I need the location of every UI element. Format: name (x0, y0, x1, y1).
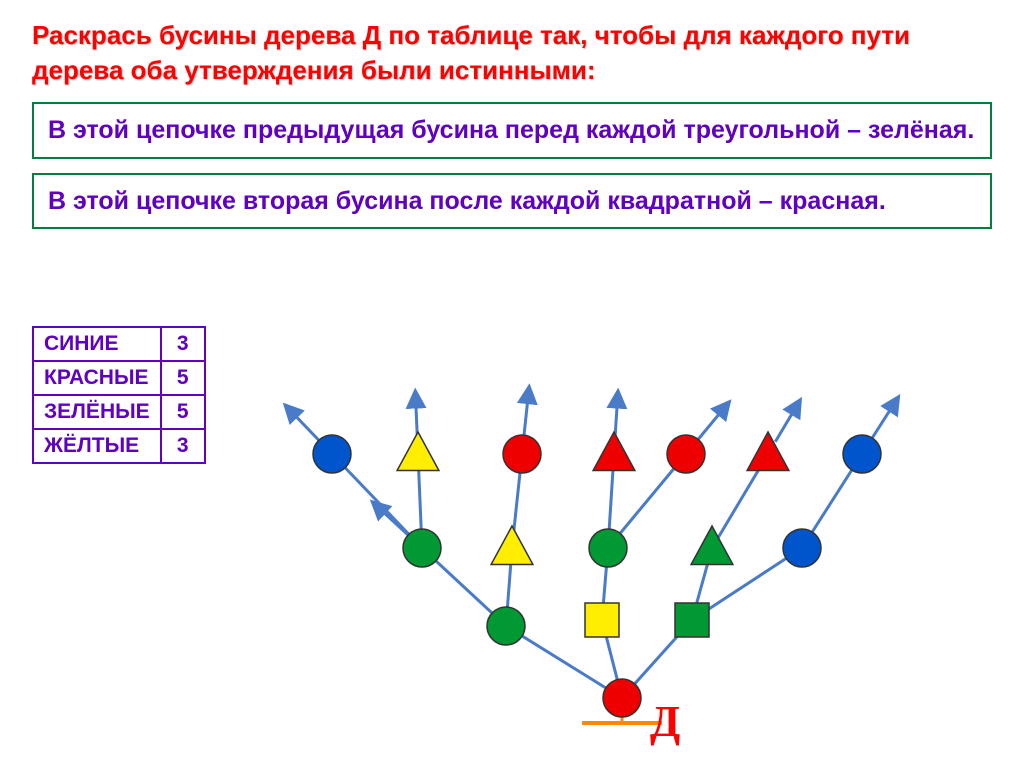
color-label: ЖЁЛТЫЕ (33, 429, 161, 463)
color-label: ЗЕЛЁНЫЕ (33, 395, 161, 429)
color-count: 3 (161, 327, 205, 361)
color-count: 5 (161, 361, 205, 395)
tree-diagram: Д (272, 318, 972, 748)
tree-label: Д (650, 696, 680, 747)
color-label: СИНИЕ (33, 327, 161, 361)
color-count: 3 (161, 429, 205, 463)
color-count: 5 (161, 395, 205, 429)
table-row: ЖЁЛТЫЕ3 (33, 429, 205, 463)
table-row: КРАСНЫЕ5 (33, 361, 205, 395)
color-count-table: СИНИЕ3 КРАСНЫЕ5 ЗЕЛЁНЫЕ5 ЖЁЛТЫЕ3 (32, 326, 206, 464)
task-title: Раскрась бусины дерева Д по таблице так,… (32, 18, 992, 88)
rule-1: В этой цепочке предыдущая бусина перед к… (32, 102, 992, 159)
color-label: КРАСНЫЕ (33, 361, 161, 395)
tree-svg (272, 318, 972, 748)
table-row: ЗЕЛЁНЫЕ5 (33, 395, 205, 429)
table-row: СИНИЕ3 (33, 327, 205, 361)
rule-2: В этой цепочке вторая бусина после каждо… (32, 173, 992, 230)
